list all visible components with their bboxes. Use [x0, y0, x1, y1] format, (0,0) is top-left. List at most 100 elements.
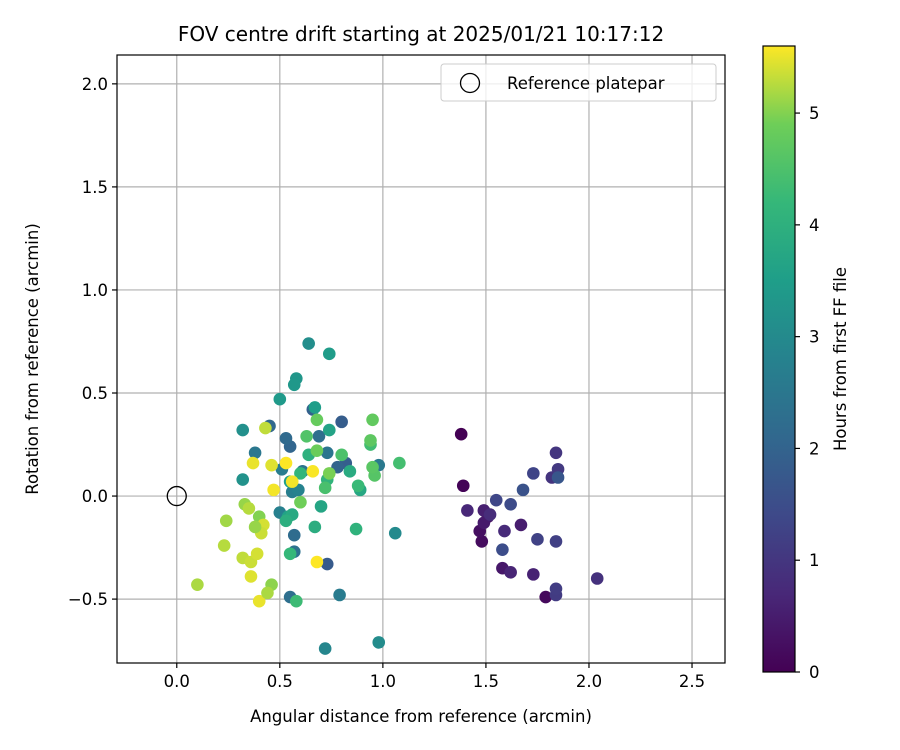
colorbar-tick-label: 1	[809, 551, 820, 570]
data-point	[248, 520, 262, 534]
data-point	[312, 429, 326, 443]
legend: Reference platepar	[440, 63, 717, 102]
data-point	[308, 520, 322, 534]
data-point	[318, 642, 332, 655]
data-point	[236, 423, 250, 437]
x-axis-ticks: 0.0 0.5 1.0 1.5 2.0 2.5	[164, 663, 705, 691]
data-point	[236, 473, 250, 486]
data-point	[483, 508, 497, 521]
data-point	[343, 465, 357, 478]
colorbar-tick-label: 2	[809, 439, 820, 458]
y-tick-label: 1.5	[82, 178, 108, 197]
data-point	[372, 636, 386, 649]
data-point	[335, 448, 348, 462]
data-point	[475, 535, 489, 548]
data-point	[551, 471, 565, 484]
data-point	[217, 539, 231, 552]
data-points	[191, 337, 604, 655]
data-point	[320, 557, 334, 571]
data-point	[456, 479, 470, 493]
chart-title: FOV centre drift starting at 2025/01/21 …	[178, 22, 664, 46]
data-point	[314, 500, 328, 513]
colorbar-ticks: 0 1 2 3 4 5	[795, 104, 820, 682]
data-point	[335, 415, 348, 429]
data-point	[322, 467, 336, 480]
data-point	[393, 456, 406, 470]
data-point	[273, 392, 287, 406]
data-point	[366, 413, 379, 427]
legend-label-reference: Reference platepar	[507, 74, 665, 93]
data-point	[549, 446, 563, 460]
data-point	[496, 543, 509, 556]
data-point	[349, 522, 363, 536]
data-point	[248, 446, 262, 460]
colorbar-label: Hours from first FF file	[831, 267, 850, 451]
data-point	[388, 526, 402, 540]
data-point	[364, 434, 377, 447]
x-tick-label: 1.0	[370, 672, 396, 691]
data-point	[310, 444, 324, 458]
data-point	[320, 446, 334, 460]
y-tick-label: 2.0	[82, 75, 108, 94]
y-tick-label: 1.0	[82, 281, 108, 300]
x-tick-label: 0.5	[267, 672, 293, 691]
data-point	[516, 483, 530, 497]
data-point	[259, 421, 272, 435]
data-point	[306, 465, 320, 478]
data-point	[461, 504, 474, 517]
data-point	[504, 498, 517, 511]
data-point	[219, 514, 233, 528]
data-point	[527, 568, 540, 581]
data-point	[498, 524, 511, 538]
x-tick-label: 1.5	[473, 672, 499, 691]
data-point	[333, 588, 346, 602]
y-axis-ticks: −0.5 0.0 0.5 1.0 1.5 2.0	[68, 75, 117, 609]
data-point	[531, 533, 544, 546]
data-point	[308, 401, 322, 414]
data-point	[285, 475, 299, 488]
data-point	[527, 467, 540, 480]
data-point	[246, 456, 260, 470]
colorbar-tick-label: 4	[809, 216, 820, 235]
data-point	[287, 528, 301, 542]
y-tick-label: −0.5	[68, 590, 108, 609]
data-point	[322, 423, 336, 437]
data-point	[590, 572, 604, 585]
legend-marker-reference	[459, 72, 481, 94]
data-point	[283, 547, 297, 561]
data-point	[279, 456, 293, 470]
data-point	[267, 483, 280, 497]
data-point	[294, 495, 307, 509]
data-point	[489, 493, 503, 507]
data-point	[318, 481, 332, 495]
data-point	[250, 547, 264, 561]
data-point	[265, 458, 278, 472]
colorbar-tick-label: 5	[809, 104, 820, 123]
y-tick-label: 0.0	[82, 487, 108, 506]
data-point	[242, 502, 256, 515]
data-point	[310, 555, 324, 569]
legend-box	[440, 63, 717, 102]
data-point	[549, 582, 563, 596]
data-point	[191, 578, 204, 591]
grid	[117, 55, 725, 663]
data-point	[302, 337, 315, 350]
colorbar-gradient	[762, 45, 796, 673]
data-point	[322, 347, 336, 361]
y-axis-label: Rotation from reference (arcmin)	[23, 223, 42, 495]
reference-platepar-marker	[166, 485, 187, 507]
data-point	[279, 514, 293, 528]
data-point	[366, 460, 379, 474]
data-point	[539, 590, 552, 604]
colorbar-tick-label: 3	[809, 328, 820, 347]
data-point	[252, 594, 266, 608]
data-point	[454, 427, 468, 441]
data-point	[287, 378, 301, 392]
data-point	[300, 429, 313, 443]
colorbar-tick-label: 0	[809, 663, 820, 682]
data-point	[351, 479, 365, 493]
x-tick-label: 2.0	[576, 672, 602, 691]
data-point	[310, 413, 324, 427]
